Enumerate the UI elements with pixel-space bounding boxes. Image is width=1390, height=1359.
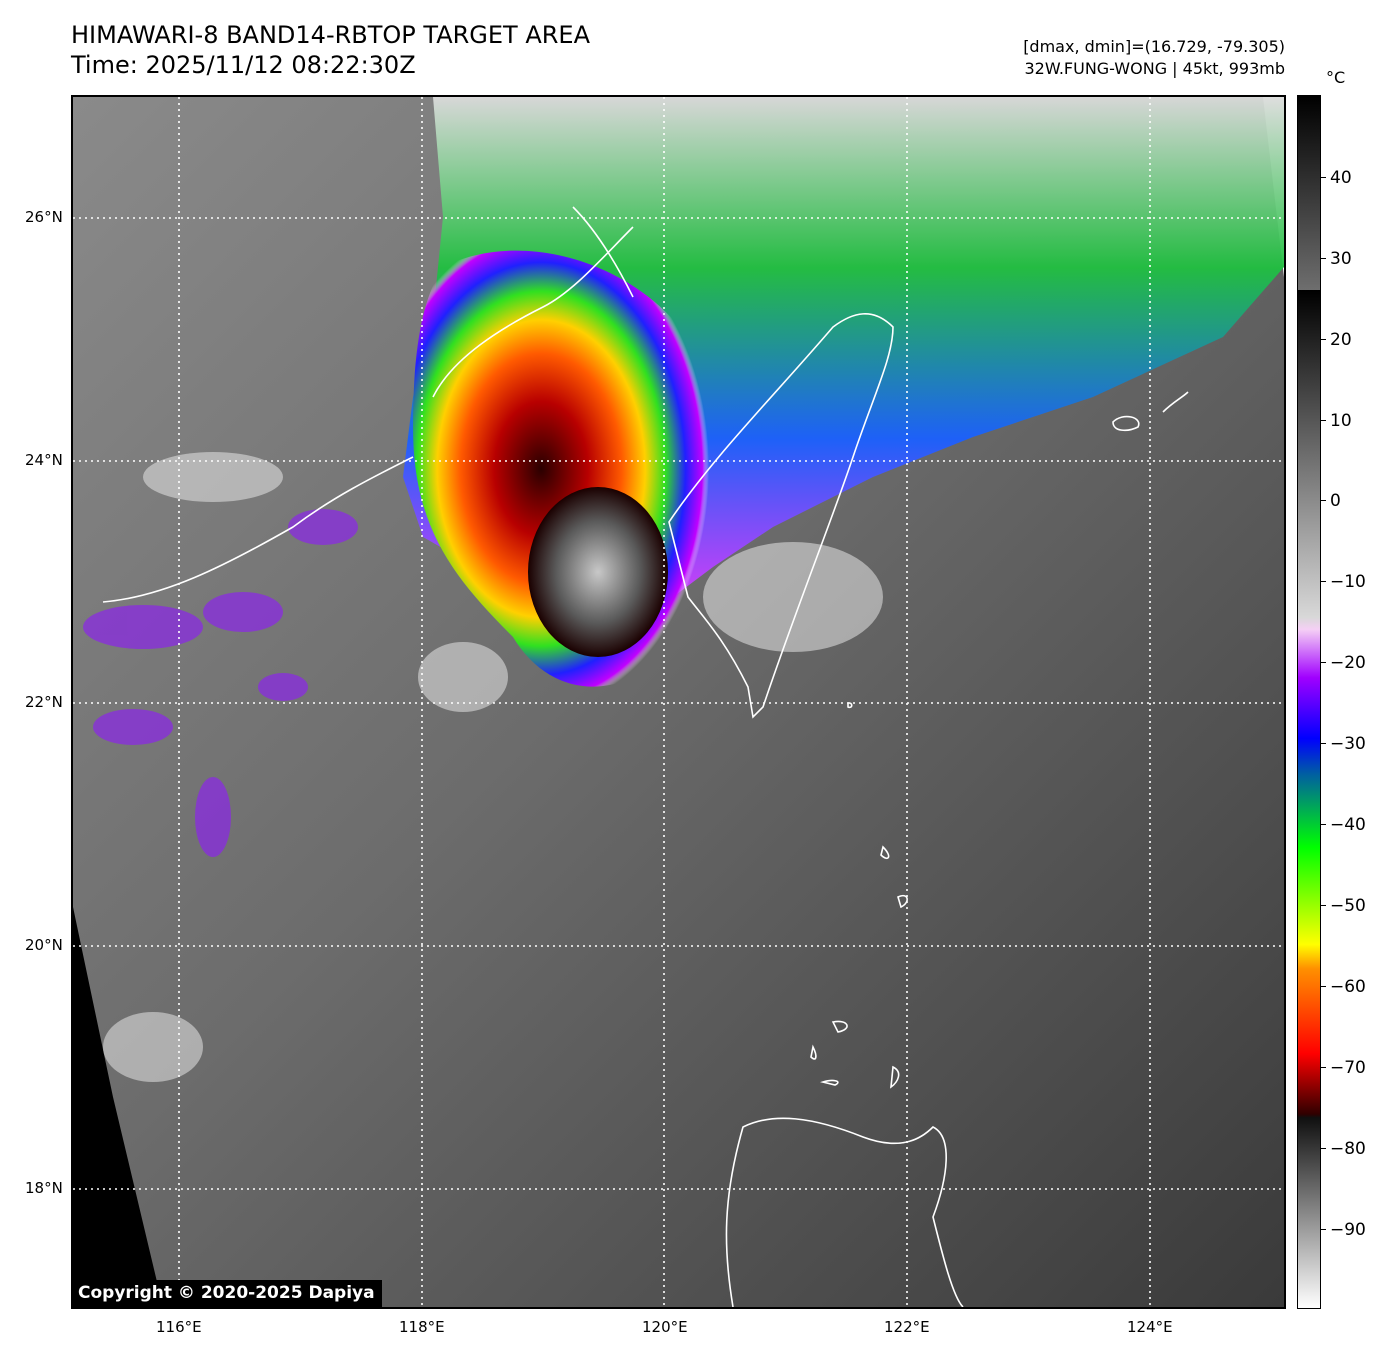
temperature-colorbar (1297, 95, 1321, 1309)
colorbar-label-0: 0 (1330, 491, 1341, 511)
lon-label-116: 116°E (156, 1318, 202, 1336)
colorbar-label-minus70: −70 (1330, 1058, 1366, 1078)
lat-label-22: 22°N (25, 693, 63, 711)
colorbar-unit: °C (1326, 68, 1346, 87)
map-timestamp: Time: 2025/11/12 08:22:30Z (71, 51, 416, 79)
lat-label-18: 18°N (25, 1179, 63, 1197)
colorbar-label-minus30: −30 (1330, 734, 1366, 754)
graticule (73, 97, 1284, 1307)
lat-label-24: 24°N (25, 451, 63, 469)
satellite-imagery (73, 97, 1284, 1307)
satellite-map (71, 95, 1286, 1309)
lat-label-26: 26°N (25, 208, 63, 226)
lon-label-122: 122°E (884, 1318, 930, 1336)
colorbar-label-10: 10 (1330, 411, 1352, 431)
copyright-notice: Copyright © 2020-2025 Dapiya (71, 1280, 382, 1308)
colorbar-label-minus40: −40 (1330, 815, 1366, 835)
lat-label-20: 20°N (25, 936, 63, 954)
lon-label-120: 120°E (642, 1318, 688, 1336)
colorbar-label-20: 20 (1330, 330, 1352, 350)
colorbar-label-minus50: −50 (1330, 896, 1366, 916)
colorbar-label-minus20: −20 (1330, 653, 1366, 673)
colorbar-label-minus10: −10 (1330, 572, 1366, 592)
map-title: HIMAWARI-8 BAND14-RBTOP TARGET AREA (71, 21, 591, 49)
lon-label-118: 118°E (399, 1318, 445, 1336)
colorbar-label-30: 30 (1330, 249, 1352, 269)
dmax-dmin-readout: [dmax, dmin]=(16.729, -79.305) (1023, 37, 1285, 56)
colorbar-label-40: 40 (1330, 168, 1352, 188)
storm-info: 32W.FUNG-WONG | 45kt, 993mb (1024, 59, 1285, 78)
colorbar-label-minus60: −60 (1330, 977, 1366, 997)
colorbar-label-minus80: −80 (1330, 1139, 1366, 1159)
lon-label-124: 124°E (1127, 1318, 1173, 1336)
colorbar-label-minus90: −90 (1330, 1220, 1366, 1240)
